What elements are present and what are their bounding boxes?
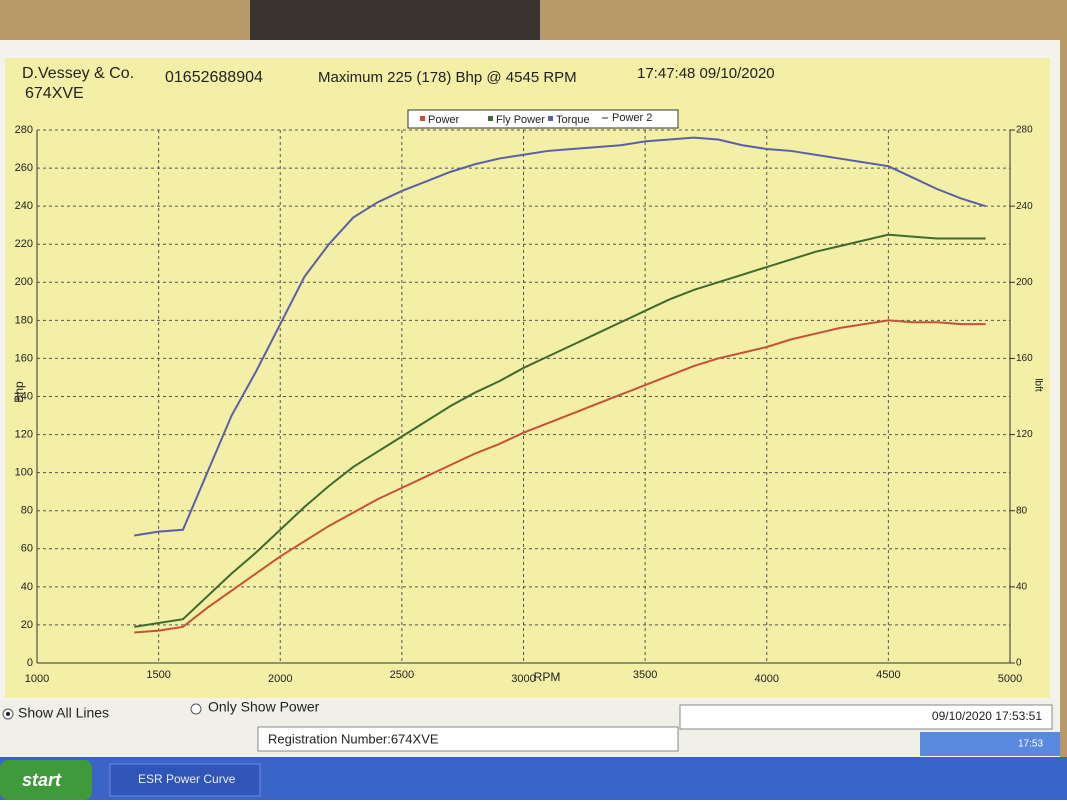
legend-swatch: [420, 116, 425, 121]
start-button[interactable]: [0, 760, 92, 800]
x-tick-label: 1500: [146, 669, 170, 681]
y2-tick-label: 160: [1016, 353, 1033, 364]
y-tick-label: 240: [15, 200, 33, 212]
y2-tick-label: 40: [1016, 581, 1028, 592]
y2-tick-label: 200: [1016, 277, 1033, 288]
y-tick-label: 60: [21, 543, 33, 555]
y-tick-label: 0: [27, 657, 33, 669]
legend-label: Power: [428, 114, 460, 126]
clock: 17:53: [1018, 739, 1043, 750]
show-all[interactable]: Show All Lines: [18, 705, 109, 721]
x-tick-label: 4500: [876, 669, 900, 681]
y-tick-label: 160: [15, 352, 33, 364]
y-tick-label: 140: [15, 390, 33, 402]
x-tick-label: 3000: [511, 673, 535, 685]
x-tick-label: 5000: [998, 673, 1022, 685]
series-line: [134, 233, 986, 628]
status-time: 09/10/2020 17:53:51: [932, 709, 1042, 723]
y2-tick-label: 80: [1016, 505, 1028, 516]
y-tick-label: 200: [15, 276, 33, 288]
task-button[interactable]: [109, 763, 261, 797]
y2-tick-label: 120: [1016, 429, 1033, 440]
legend-swatch: [488, 116, 493, 121]
status-field: [257, 726, 679, 752]
phone: 01652688904: [165, 69, 263, 86]
radio-off[interactable]: [190, 703, 202, 715]
series-line: [134, 136, 986, 537]
y-tick-label: 40: [21, 581, 33, 593]
timestamp: 17:47:48 09/10/2020: [637, 65, 775, 82]
legend-swatch: [548, 116, 553, 121]
tray: [920, 732, 1060, 756]
start-label: start: [22, 770, 62, 790]
y-tick-label: 20: [21, 619, 33, 631]
y-tick-label: 100: [15, 467, 33, 479]
legend: Power Fly Power Torque Power 2: [407, 109, 679, 129]
task-label: ESR Power Curve: [138, 772, 236, 786]
registration: 674XVE: [25, 85, 84, 102]
x-tick-label: 3500: [633, 669, 657, 681]
status-field-2: [679, 704, 1053, 730]
x-tick-label: 4000: [755, 673, 779, 685]
y-tick-label: 260: [15, 162, 33, 174]
y-axis-label: Bhp: [12, 381, 26, 403]
x-tick-label: 2000: [268, 673, 292, 685]
legend-box: [407, 109, 679, 129]
company: D.Vessey & Co.: [22, 65, 134, 82]
y2-tick-label: 280: [1016, 125, 1033, 136]
y2-axis-label: lbft: [1032, 378, 1043, 392]
x-tick-label: 2500: [390, 669, 414, 681]
legend-label: Power 2: [612, 112, 652, 124]
y-tick-label: 120: [15, 428, 33, 440]
legend-label: Torque: [556, 114, 590, 126]
series-line: [134, 319, 986, 634]
x-tick-label: 1000: [25, 673, 49, 685]
only-power[interactable]: Only Show Power: [208, 699, 320, 715]
radio-dot: [6, 712, 10, 716]
legend-label: Fly Power: [496, 114, 545, 126]
status-reg: Registration Number:674XVE: [268, 731, 439, 746]
y-tick-label: 180: [15, 314, 33, 326]
y-tick-label: 80: [21, 505, 33, 517]
maximum: Maximum 225 (178) Bhp @ 4545 RPM: [318, 69, 577, 86]
x-axis-label: RPM: [534, 670, 561, 684]
y-tick-label: 280: [15, 124, 33, 136]
y2-tick-label: 240: [1016, 201, 1033, 212]
y-tick-label: 220: [15, 238, 33, 250]
y2-tick-label: 0: [1016, 658, 1022, 669]
